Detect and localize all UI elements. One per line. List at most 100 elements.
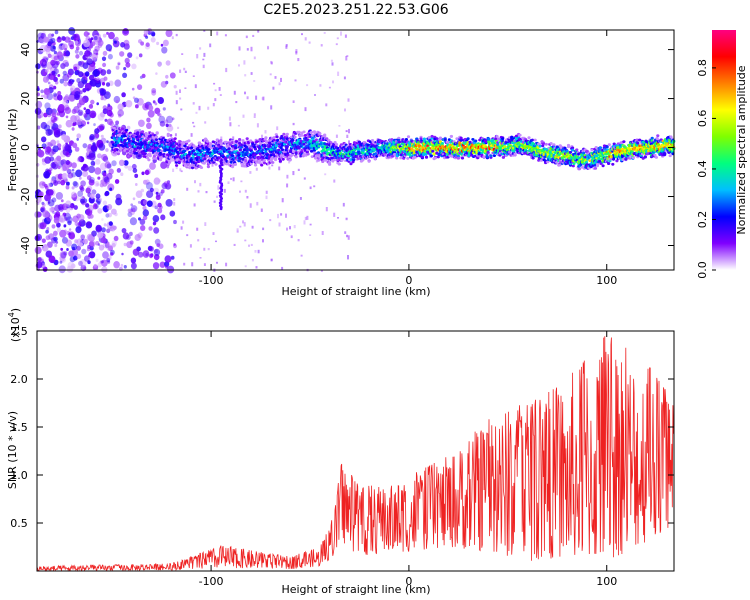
spectrogram-cell <box>86 88 90 92</box>
spectrogram-cell <box>47 199 55 207</box>
spectrogram-cell <box>243 60 246 65</box>
spectrogram-cell <box>593 167 598 170</box>
spectrogram-cell <box>75 226 82 234</box>
spectrogram-cell <box>309 186 312 190</box>
spectrogram-cell <box>51 224 56 229</box>
spectrogram-cell <box>125 100 133 108</box>
spectrogram-cell <box>90 160 96 166</box>
spectrogram-cell <box>155 131 159 135</box>
spectrogram-cell <box>256 123 259 128</box>
spectrogram-cell <box>60 252 67 259</box>
spectrogram-cell <box>106 105 113 112</box>
spectrogram-cell <box>255 266 258 269</box>
spectrogram-cell <box>336 37 339 40</box>
spectrogram-cell <box>120 172 124 176</box>
spectrogram-cell <box>203 52 206 57</box>
spectrogram-cell <box>139 218 146 225</box>
spectrogram-cell <box>123 265 127 269</box>
spectrogram-cell <box>105 44 113 52</box>
spectrogram-cell <box>135 190 143 198</box>
spectrogram-cell <box>214 89 217 92</box>
spectrogram-cell <box>262 161 267 165</box>
spectrogram-cell <box>153 227 160 234</box>
spectrogram-cell <box>80 186 85 192</box>
spectrogram-cell <box>149 187 154 193</box>
spectrogram-cell <box>140 225 146 231</box>
spectrogram-cell <box>140 188 144 193</box>
spectrogram-cell <box>220 136 223 140</box>
spectrogram-cell <box>318 132 322 136</box>
spectrogram-cell <box>245 150 249 154</box>
spectrogram-cell <box>59 217 64 222</box>
spectrogram-cell <box>56 227 62 233</box>
spectrogram-cell <box>238 64 240 67</box>
spectrogram-cell <box>94 133 100 139</box>
spectrogram-cell <box>78 155 84 162</box>
spectrogram-cell <box>87 57 93 64</box>
spectrogram-cell <box>601 164 605 168</box>
spectrogram-cell <box>136 131 140 135</box>
spectrogram-cell <box>292 100 295 103</box>
spectrogram-cell <box>285 44 288 47</box>
spectrogram-cell <box>193 125 196 128</box>
spectrogram-cell <box>86 175 92 181</box>
spectrogram-cell <box>127 52 133 58</box>
spectrogram-cell <box>154 205 159 210</box>
spectrogram-cell <box>106 204 113 210</box>
spectrogram-cell <box>152 100 156 104</box>
spectrogram-cell <box>88 179 95 186</box>
spectrogram-cell <box>53 127 61 135</box>
spectrogram-cell <box>148 154 152 158</box>
spectrogram-cell <box>122 232 130 240</box>
spectrogram-cell <box>246 48 249 51</box>
spectrogram-cell <box>159 261 166 268</box>
spectrogram-cell <box>79 242 83 247</box>
spectrogram-cell <box>107 53 113 60</box>
spectrogram-cell <box>289 226 291 230</box>
spectrogram-cell <box>229 160 233 164</box>
spectrogram-cell <box>306 215 309 220</box>
spectrogram-cell <box>85 108 91 115</box>
spectrogram-cell <box>269 219 272 222</box>
spectrogram-cell <box>145 35 149 39</box>
spectrogram-cell <box>344 108 346 112</box>
spectrogram-cell <box>131 87 135 91</box>
spectrogram-cell <box>35 63 41 70</box>
spectrogram-cell <box>340 31 342 36</box>
spectrogram-cell <box>211 162 214 167</box>
spectrogram-cell <box>70 115 77 123</box>
spectrogram-cell <box>197 239 200 242</box>
spectrogram-cell <box>77 109 84 117</box>
spectrogram-cell <box>294 155 298 159</box>
spectrogram-cell <box>66 265 74 273</box>
spectrogram-cell <box>199 166 204 170</box>
spectrogram-cell <box>52 211 55 214</box>
spectrogram-cell <box>424 156 429 159</box>
spectrogram-cell <box>176 154 180 158</box>
spectrogram-cell <box>333 179 336 183</box>
spectrogram-cell <box>431 149 435 153</box>
spectrogram-cell <box>404 138 408 141</box>
spectrogram-cell <box>111 208 117 215</box>
spectrogram-cell <box>82 170 88 177</box>
spectrogram-cell <box>223 188 226 193</box>
spectrogram-cell <box>101 260 104 264</box>
spectrogram-cell <box>52 85 57 90</box>
spectrogram-cell <box>59 78 64 84</box>
spectrogram-cell <box>104 118 108 122</box>
spectrogram-cell <box>123 67 127 71</box>
spectrogram-cell <box>455 137 459 141</box>
spectrogram-cell <box>118 113 122 118</box>
spectrogram-cell <box>149 253 153 259</box>
spectrogram-cell <box>90 37 94 41</box>
spectrogram-cell <box>51 60 56 65</box>
spectrogram-cell <box>265 190 268 194</box>
spectrogram-cell <box>48 109 55 117</box>
spectrogram-cell <box>234 146 238 150</box>
spectrogram-cell <box>47 129 54 136</box>
spectrogram-cell <box>129 240 134 245</box>
spectrogram-cell <box>47 142 53 148</box>
spectrogram-cell <box>193 203 196 207</box>
spectrogram-cell <box>338 125 341 127</box>
spectrogram-cell <box>65 208 71 214</box>
